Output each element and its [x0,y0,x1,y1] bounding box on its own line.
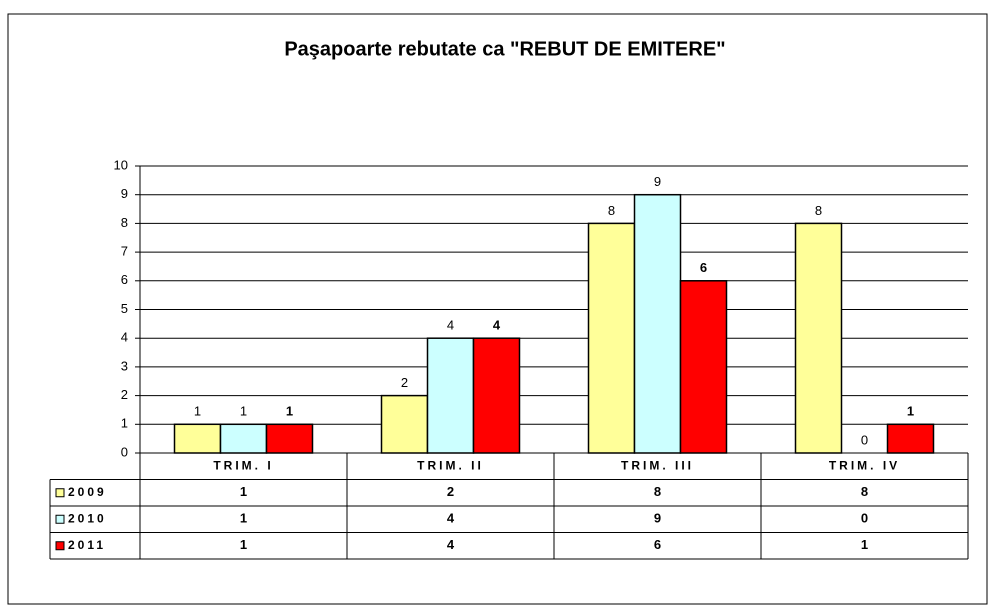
y-tick-label: 10 [114,157,128,172]
y-tick-label: 1 [121,416,128,431]
data-label: 9 [654,174,661,189]
bar [265,423,314,454]
table-cell: 8 [861,484,868,499]
table-cell: 4 [447,537,455,552]
bar [472,337,521,454]
legend-label: 2009 [68,485,107,499]
x-tick-label: TRIM. II [417,458,484,472]
table-cell: 8 [654,484,661,499]
y-tick-label: 0 [121,444,128,459]
y-tick-label: 3 [121,358,128,373]
chart-title: Paşapoarte rebutate ca "REBUT DE EMITERE… [284,38,725,60]
x-tick-label: TRIM. III [621,458,694,472]
y-tick-label: 5 [121,301,128,316]
table-cell: 4 [447,511,455,526]
table-cell: 9 [654,511,661,526]
data-label: 8 [815,203,822,218]
bar [426,337,475,454]
data-label: 1 [907,404,914,419]
bar [679,280,728,454]
bar [633,193,682,454]
data-label: 2 [401,375,408,390]
bar [380,394,429,454]
legend-swatch [55,541,65,551]
y-tick-label: 2 [121,387,128,402]
legend-label: 2010 [68,511,107,525]
legend-swatch [55,514,65,524]
data-label: 4 [447,318,454,333]
data-label: 6 [700,260,707,275]
data-label: 1 [240,404,247,419]
legend-swatch [55,488,65,498]
y-tick-label: 7 [121,244,128,259]
bar [219,423,268,454]
table-cell: 6 [654,537,661,552]
bar [173,423,222,454]
x-tick-label: TRIM. I [213,458,273,472]
table-cell: 1 [240,484,247,499]
data-label: 1 [286,404,293,419]
y-tick-label: 8 [121,215,128,230]
bar [886,423,935,454]
legend-label: 2011 [68,538,106,552]
table-cell: 1 [861,537,868,552]
data-label: 0 [861,432,868,447]
table-cell: 1 [240,537,247,552]
table-cell: 0 [861,511,868,526]
bar [794,222,843,454]
bar [587,222,636,454]
data-label: 8 [608,203,615,218]
y-tick-label: 4 [121,330,128,345]
y-tick-label: 6 [121,272,128,287]
x-tick-label: TRIM. IV [829,458,900,472]
table-cell: 1 [240,511,247,526]
y-tick-label: 9 [121,186,128,201]
data-label: 1 [194,404,201,419]
data-label: 4 [493,318,501,333]
table-cell: 2 [447,484,454,499]
